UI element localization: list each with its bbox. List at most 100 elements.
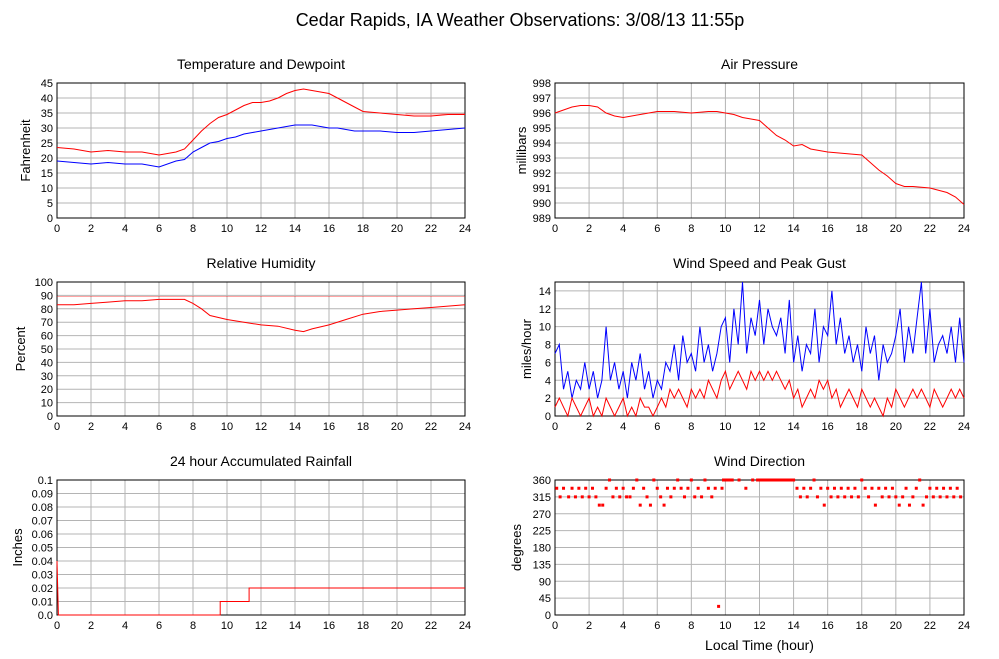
x-tick-label: 4	[122, 223, 128, 235]
y-tick-label: 998	[533, 78, 551, 90]
y-tick-label: 35	[41, 108, 53, 120]
y-tick-label: 0.01	[32, 597, 53, 609]
x-tick-label: 0	[552, 421, 558, 433]
direction-point	[945, 495, 949, 499]
direction-point	[798, 495, 802, 499]
wind-direction-chart: 0 2 4 6 8 10 12 14 16 18 20 22 240459013518022527031…	[509, 453, 970, 653]
direction-point	[955, 486, 959, 490]
x-tick-label: 18	[357, 223, 369, 235]
x-tick-label: 4	[122, 620, 128, 632]
direction-point	[771, 478, 775, 482]
direction-point	[608, 478, 612, 482]
series-line-0	[554, 105, 965, 205]
x-tick-label: 2	[88, 421, 94, 433]
x-tick-label: 8	[688, 223, 694, 235]
direction-point	[577, 486, 581, 490]
y-tick-label: 45	[539, 593, 551, 605]
direction-point	[918, 478, 922, 482]
direction-point	[839, 486, 843, 490]
y-tick-label: 30	[41, 123, 53, 135]
direction-point	[904, 486, 908, 490]
plot-border	[56, 479, 466, 616]
x-tick-label: 24	[958, 421, 970, 433]
direction-point	[764, 478, 768, 482]
x-tick-label: 12	[753, 620, 765, 632]
series-line-1	[554, 369, 965, 418]
direction-point	[720, 486, 724, 490]
y-axis-label: degrees	[509, 524, 524, 571]
x-tick-label: 24	[459, 620, 471, 632]
direction-point	[901, 495, 905, 499]
direction-point	[618, 495, 622, 499]
y-tick-label: 80	[41, 304, 53, 316]
x-tick-label: 18	[856, 223, 868, 235]
direction-point	[696, 486, 700, 490]
direction-point	[648, 503, 652, 507]
direction-point	[812, 478, 816, 482]
x-tick-label: 0	[54, 223, 60, 235]
direction-point	[689, 478, 693, 482]
x-tick-label: 2	[586, 223, 592, 235]
y-tick-label: 360	[533, 475, 551, 487]
x-tick-label: 10	[221, 620, 233, 632]
direction-point	[625, 495, 629, 499]
direction-point	[723, 478, 727, 482]
direction-point	[877, 486, 881, 490]
direction-point	[795, 486, 799, 490]
chart-title: Relative Humidity	[207, 255, 316, 271]
x-tick-label: 14	[289, 421, 301, 433]
y-tick-label: 20	[41, 384, 53, 396]
direction-point	[659, 495, 663, 499]
direction-point	[792, 478, 796, 482]
series-line-0	[57, 298, 466, 333]
x-tick-label: 20	[890, 223, 902, 235]
y-tick-label: 2	[545, 393, 551, 405]
series-line-0	[554, 281, 965, 399]
x-tick-label: 10	[221, 421, 233, 433]
series-line-0	[56, 560, 465, 616]
direction-point	[587, 495, 591, 499]
direction-point	[662, 503, 666, 507]
y-tick-label: 10	[41, 398, 53, 410]
direction-point	[846, 486, 850, 490]
direction-point	[805, 495, 809, 499]
x-tick-label: 12	[255, 223, 267, 235]
direction-point	[679, 486, 683, 490]
x-tick-label: 22	[924, 223, 936, 235]
direction-point	[601, 503, 605, 507]
y-tick-label: 8	[545, 340, 551, 352]
chart-title: Wind Direction	[714, 453, 805, 469]
x-tick-label: 22	[425, 421, 437, 433]
y-tick-label: 997	[533, 93, 551, 105]
x-tick-label: 24	[958, 620, 970, 632]
x-tick-label: 6	[156, 620, 162, 632]
y-tick-label: 90	[41, 290, 53, 302]
direction-point	[590, 486, 594, 490]
x-tick-label: 20	[890, 620, 902, 632]
x-tick-label: 10	[221, 223, 233, 235]
x-tick-label: 24	[459, 223, 471, 235]
y-tick-label: 0.0	[38, 610, 53, 622]
direction-point	[676, 478, 680, 482]
direction-point	[558, 495, 562, 499]
direction-point	[880, 495, 884, 499]
x-tick-label: 2	[88, 223, 94, 235]
y-tick-label: 0.07	[32, 516, 53, 528]
x-tick-label: 12	[255, 620, 267, 632]
y-axis-label: Percent	[13, 326, 28, 371]
direction-point	[703, 478, 707, 482]
x-tick-label: 4	[620, 620, 626, 632]
x-tick-label: 6	[654, 223, 660, 235]
direction-point	[713, 486, 717, 490]
y-tick-label: 0.09	[32, 489, 53, 501]
direction-point	[942, 486, 946, 490]
direction-point	[863, 486, 867, 490]
x-tick-label: 16	[822, 620, 834, 632]
direction-point	[948, 486, 952, 490]
y-tick-label: 20	[41, 153, 53, 165]
x-tick-label: 2	[88, 620, 94, 632]
direction-point	[832, 486, 836, 490]
direction-point	[717, 604, 721, 608]
direction-point	[829, 495, 833, 499]
x-tick-label: 22	[924, 421, 936, 433]
